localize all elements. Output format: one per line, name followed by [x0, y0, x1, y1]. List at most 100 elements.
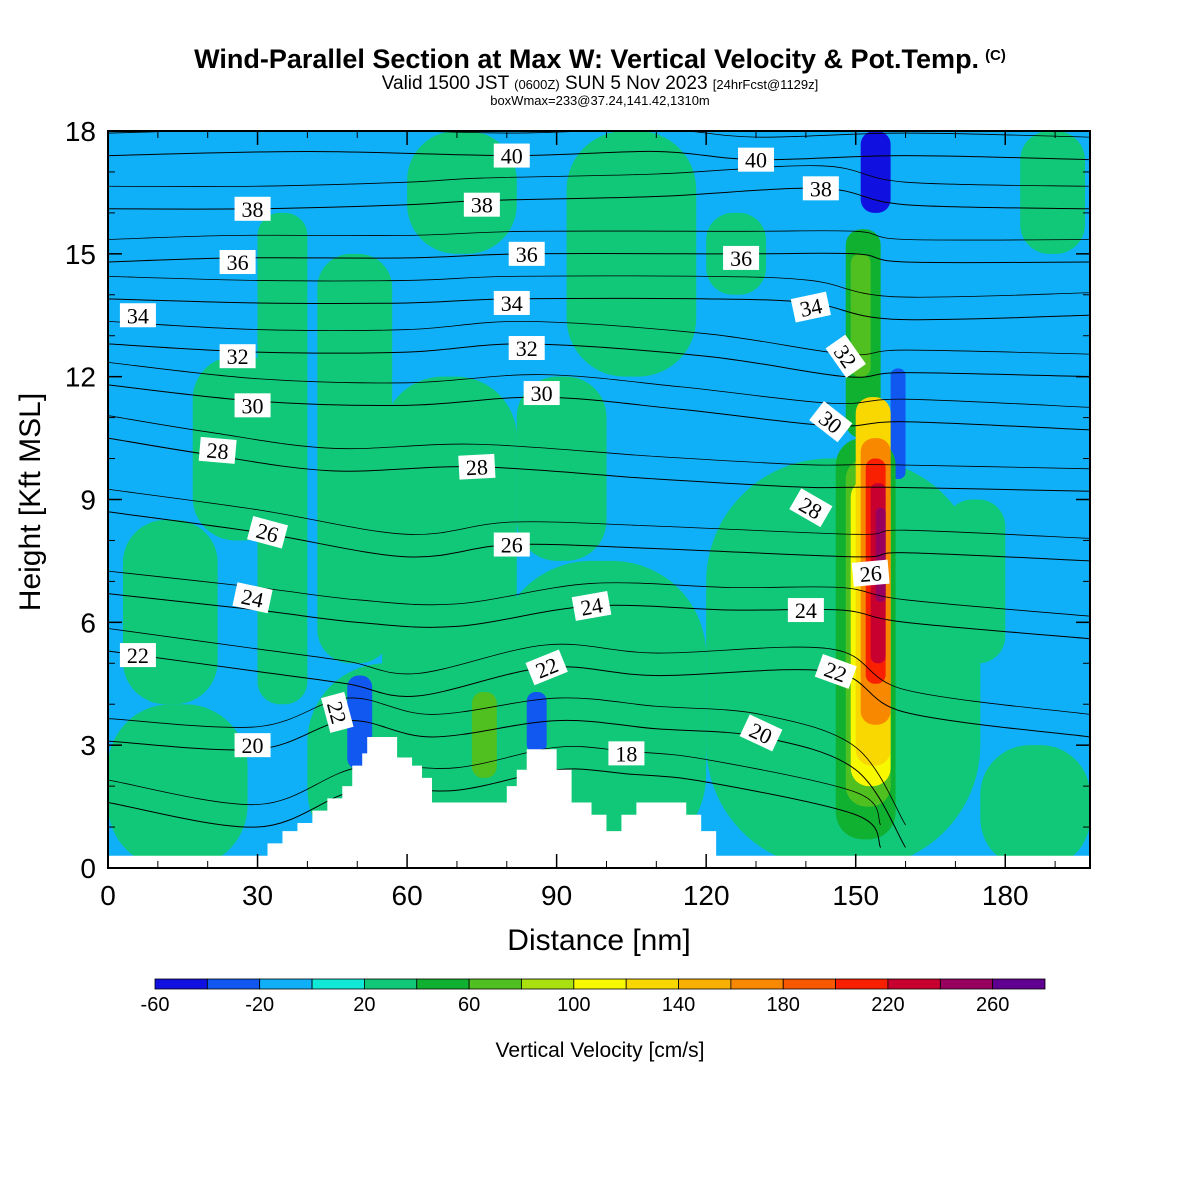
colorbar-tick-label: 260 — [976, 994, 1009, 1016]
isentrope-label-group: 30 — [809, 401, 853, 443]
isentrope-label-box — [234, 196, 271, 221]
vv-cell — [317, 253, 393, 664]
x-tick-label: 150 — [832, 880, 879, 911]
isentrope-label-box — [508, 336, 545, 361]
isentrope-label-group: 32 — [219, 344, 256, 369]
isentrope-22 — [108, 650, 1090, 738]
isentrope-label: 18 — [615, 741, 637, 766]
colorbar-swatch — [259, 978, 313, 990]
y-tick-label: 0 — [80, 853, 96, 884]
vv-cell — [1020, 131, 1086, 254]
isentrope-minor — [108, 488, 1090, 539]
isentrope-label: 38 — [242, 197, 264, 222]
isentrope-label-group: 34 — [790, 291, 831, 323]
colorbar-swatch — [573, 978, 627, 990]
isentrope-label-group: 34 — [493, 290, 530, 316]
isentrope-label-group: 30 — [234, 393, 271, 418]
isentrope-label-box — [119, 643, 156, 668]
colorbar-swatch — [206, 978, 261, 990]
isentrope-label-group: 26 — [493, 532, 530, 558]
chart-title-text: Wind-Parallel Section at Max W: Vertical… — [194, 44, 980, 74]
colorbar-swatch — [625, 978, 679, 990]
isentrope-label-box — [247, 516, 289, 549]
isentrope-label: 26 — [859, 560, 883, 587]
isentrope-label: 24 — [579, 592, 605, 620]
colorbar-swatch — [782, 978, 836, 990]
isentrope-label-group: 24 — [232, 582, 273, 614]
isentrope-label-box — [321, 691, 354, 733]
isentrope-label-box — [525, 649, 568, 686]
isentrope-label: 36 — [516, 242, 538, 267]
colorbar-swatch — [887, 978, 941, 990]
valid-utc: (0600Z) — [514, 77, 560, 92]
isentrope-minor — [108, 275, 1090, 298]
isentrope-label-box — [493, 143, 530, 168]
colorbar: -60 -20 20 60 100 140 180 220 260 — [141, 978, 1046, 1016]
isentrope-label: 38 — [471, 193, 493, 218]
isentrope-label: 32 — [227, 344, 249, 369]
isentrope-label: 36 — [730, 246, 752, 271]
isentrope-label-group: 22 — [119, 643, 156, 668]
isentrope-label: 28 — [465, 454, 488, 480]
isentrope-28 — [108, 437, 1090, 492]
colorbar-swatch — [730, 978, 784, 990]
isentrope-label: 34 — [501, 291, 523, 316]
colorbar-swatch — [364, 978, 418, 990]
x-tick-label: 0 — [100, 880, 116, 911]
vv-cell — [108, 704, 248, 868]
isentrope-label-box — [493, 532, 530, 557]
vv-cell — [516, 376, 607, 561]
colorbar-tick-label: 220 — [871, 994, 904, 1016]
isentrope-label: 38 — [810, 176, 832, 201]
box-max-info: boxWmax=233@37.24,141.42,1310m — [490, 93, 710, 108]
isentrope-label: 40 — [745, 148, 767, 173]
colorbar-swatch — [678, 978, 732, 990]
terrain-profile — [108, 736, 1090, 868]
vv-cell — [945, 499, 1006, 664]
isentrope-label: 32 — [516, 336, 538, 361]
isentrope-36 — [108, 252, 1090, 264]
isentrope-label-box — [458, 453, 496, 480]
isentrope-label: 40 — [501, 144, 523, 169]
isentrope-label-box — [790, 291, 831, 323]
isentrope-label-box — [802, 176, 839, 201]
isentrope-20 — [108, 719, 906, 848]
valid-date: SUN 5 Nov 2023 — [564, 73, 708, 94]
isentrope-label-box — [463, 192, 500, 217]
isentrope-label-group: 26 — [247, 516, 289, 549]
isentrope-label-box — [571, 591, 612, 621]
isentrope-minor — [108, 320, 1090, 356]
colorbar-tick-label: -60 — [141, 994, 170, 1016]
copyright-mark: (C) — [985, 47, 1006, 64]
isentrope-label-box — [198, 436, 237, 464]
colorbar-swatch — [521, 978, 575, 990]
x-tick-label: 30 — [242, 880, 273, 911]
isentrope-minor — [108, 361, 1090, 408]
isentrope-label-box — [739, 714, 783, 752]
x-tick-label: 180 — [982, 880, 1029, 911]
colorbar-tick-label: 100 — [557, 994, 590, 1016]
y-tick-label: 9 — [80, 485, 96, 516]
y-tick-label: 3 — [80, 730, 96, 761]
isentrope-label-group: 36 — [723, 245, 760, 271]
y-tick-label: 15 — [65, 239, 96, 270]
isentrope-label: 22 — [127, 643, 149, 668]
isentrope-label-group: 28 — [458, 453, 496, 480]
isentrope-minor — [108, 415, 1090, 470]
isentrope-label-box — [232, 582, 273, 614]
isentrope-label-group: 40 — [738, 147, 775, 173]
colorbar-swatch — [311, 978, 365, 990]
y-tick-label: 12 — [65, 362, 96, 393]
isentrope-label-group: 32 — [508, 336, 545, 361]
isentrope-label-box — [825, 334, 866, 378]
isentrope-34 — [108, 297, 1090, 321]
isentrope-label-group: 38 — [463, 192, 500, 218]
isentrope-label-box — [723, 245, 760, 270]
terrain-layer — [108, 736, 1090, 868]
colorbar-swatch — [939, 978, 994, 990]
isentrope-label-group: 38 — [234, 196, 271, 222]
isentrope-label-box — [219, 344, 256, 369]
isentrope-label: 24 — [795, 598, 817, 623]
